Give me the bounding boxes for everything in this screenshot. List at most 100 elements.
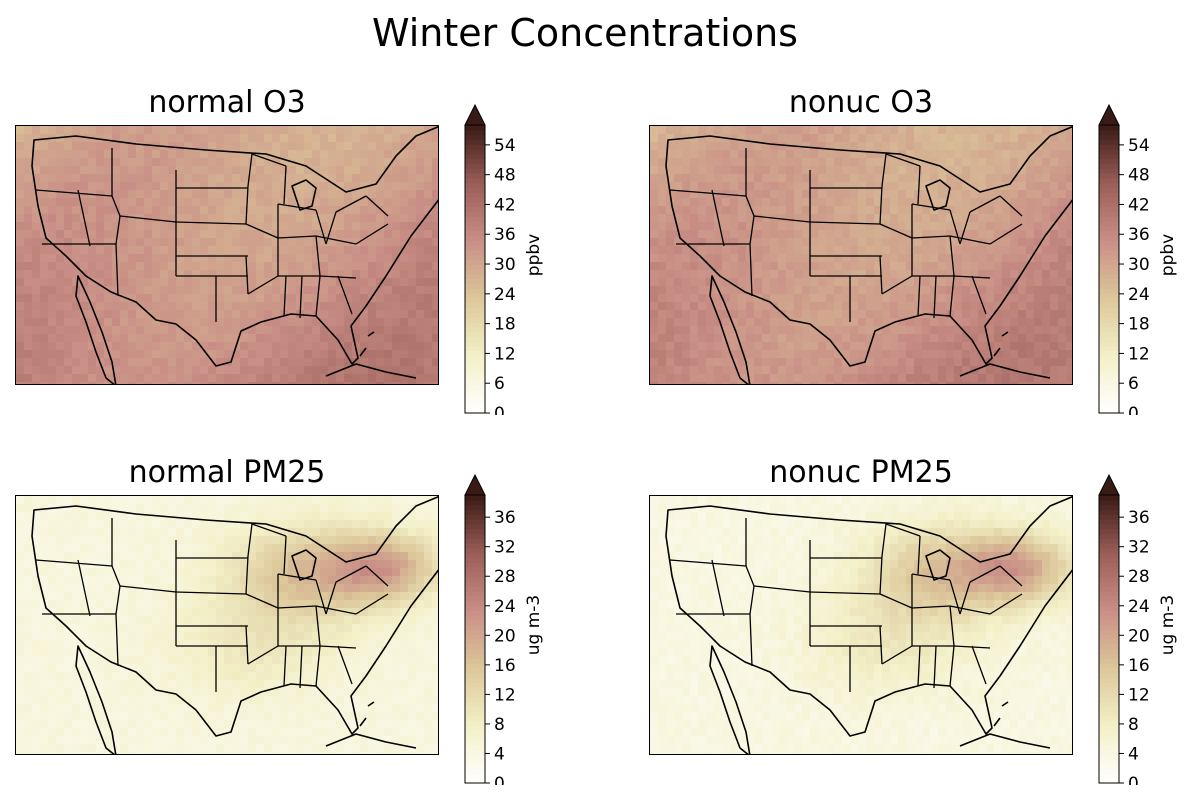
state-border xyxy=(881,523,887,557)
state-border xyxy=(911,573,951,581)
cuba-coastline xyxy=(959,363,1051,379)
state-border xyxy=(355,223,389,245)
colorbar-tick-label: 54 xyxy=(1128,136,1150,156)
state-border xyxy=(325,211,337,245)
bahamas-coastline xyxy=(359,701,375,727)
state-border xyxy=(711,189,725,247)
state-border xyxy=(119,215,177,223)
colorbar-extend-arrow xyxy=(464,473,486,496)
state-border xyxy=(879,185,883,225)
bahamas-coastline xyxy=(993,701,1009,727)
state-border xyxy=(879,593,913,609)
baja-coastline xyxy=(75,645,117,754)
state-border xyxy=(669,189,747,197)
colorbar-tick-label: 8 xyxy=(1128,715,1139,735)
panel-title: nonuc O3 xyxy=(788,85,934,120)
colorbar-label: ug m-3 xyxy=(1158,594,1178,656)
state-border xyxy=(115,613,119,667)
state-border xyxy=(115,243,119,297)
colorbar-tick-label: 16 xyxy=(494,656,516,676)
state-border xyxy=(917,645,921,687)
colorbar-tick-label: 36 xyxy=(1128,225,1150,245)
state-border xyxy=(753,215,811,223)
colorbar-tick-label: 16 xyxy=(1128,656,1150,676)
colorbar-tick-label: 0 xyxy=(1128,404,1139,415)
boundaries xyxy=(665,496,1072,754)
colorbar-tick-label: 30 xyxy=(1128,255,1150,275)
concentration-field xyxy=(650,496,1072,754)
state-border xyxy=(335,565,367,583)
state-border xyxy=(949,579,961,615)
state-border xyxy=(35,189,113,197)
state-border xyxy=(917,535,921,575)
colorbar-tick-label: 48 xyxy=(494,166,516,186)
state-border xyxy=(949,209,961,245)
panel-nonuc-o3: nonuc O3 0 6 12 18 24 30 36 42 48 54 ppbv xyxy=(634,85,1194,415)
state-border xyxy=(745,565,755,587)
state-border xyxy=(949,235,991,245)
colorbar-extend-arrow xyxy=(464,103,486,126)
concentration-field xyxy=(650,126,1072,384)
state-border xyxy=(711,559,725,617)
colorbar-tick-label: 36 xyxy=(494,508,516,528)
colorbar-extend-arrow xyxy=(1098,473,1120,496)
state-border xyxy=(669,559,747,567)
state-border xyxy=(879,555,883,595)
state-border xyxy=(299,275,303,319)
map-nonuc-pm25 xyxy=(649,495,1073,755)
colorbar-tick-label: 32 xyxy=(494,538,516,558)
state-border xyxy=(283,165,287,205)
state-border xyxy=(971,275,987,315)
state-border xyxy=(911,203,951,211)
state-border xyxy=(315,605,321,647)
colorbar-tick-label: 54 xyxy=(494,136,516,156)
state-border xyxy=(315,235,357,245)
colorbar-tick-label: 30 xyxy=(494,255,516,275)
state-border xyxy=(949,235,955,277)
state-border xyxy=(277,203,317,211)
colorbar-tick-label: 0 xyxy=(494,404,505,415)
state-border xyxy=(879,625,883,665)
concentration-field xyxy=(16,496,438,754)
colorbar-tick-label: 4 xyxy=(494,744,505,764)
state-border xyxy=(277,235,317,239)
colorbar-nonuc-o3: 0 6 12 18 24 30 36 42 48 54 xyxy=(1098,103,1150,415)
state-border xyxy=(749,585,755,615)
map-normal-o3 xyxy=(15,125,439,385)
state-border xyxy=(315,209,327,245)
state-border xyxy=(115,215,121,245)
state-border xyxy=(879,255,883,295)
state-border xyxy=(315,605,357,615)
state-border xyxy=(885,153,921,167)
state-border xyxy=(245,625,249,665)
state-border xyxy=(245,555,249,595)
state-border xyxy=(283,535,287,575)
panel-title: normal PM25 xyxy=(128,455,326,490)
state-border xyxy=(949,605,955,647)
state-border xyxy=(885,523,921,537)
state-border xyxy=(749,243,753,297)
state-border xyxy=(325,581,337,615)
state-border xyxy=(989,223,1023,245)
state-border xyxy=(337,275,353,315)
coastline xyxy=(665,496,1072,737)
state-border xyxy=(315,275,321,317)
colorbar-nonuc-pm25: 0 4 8 12 16 20 24 28 32 36 xyxy=(1098,473,1150,785)
colorbar-tick-label: 12 xyxy=(494,685,516,705)
panel-nonuc-pm25: nonuc PM25 0 4 8 12 16 20 24 28 32 36 ug m-3 xyxy=(634,455,1194,785)
state-border xyxy=(917,165,921,205)
state-border xyxy=(749,613,753,667)
map-normal-pm25 xyxy=(15,495,439,755)
state-border xyxy=(809,591,881,595)
state-border xyxy=(247,275,279,295)
state-border xyxy=(365,195,389,217)
baja-coastline xyxy=(709,275,751,384)
bahamas-coastline xyxy=(993,331,1009,357)
state-border xyxy=(999,195,1023,217)
colorbar-tick-label: 6 xyxy=(494,374,505,394)
state-border xyxy=(35,559,113,567)
coastline xyxy=(665,126,1072,367)
state-border xyxy=(971,645,987,685)
state-border xyxy=(175,221,247,225)
colorbar-tick-label: 20 xyxy=(494,626,516,646)
